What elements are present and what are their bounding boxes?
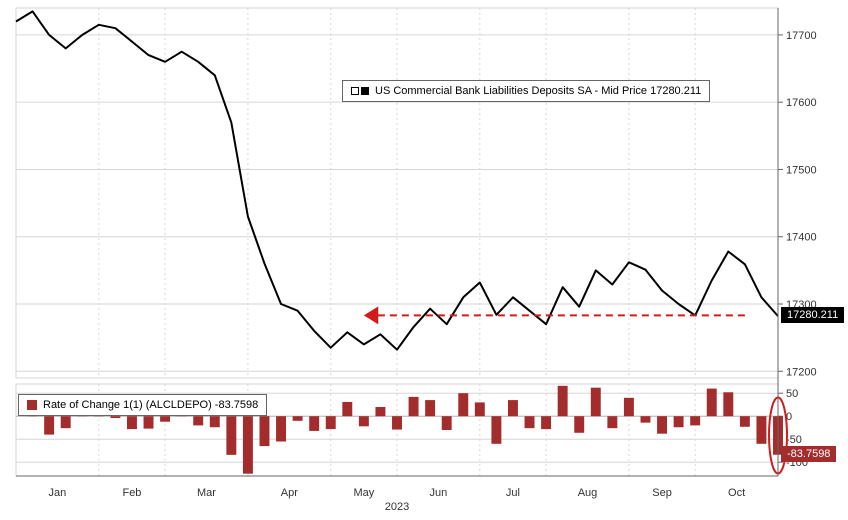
svg-text:17500: 17500 bbox=[786, 164, 817, 176]
bottom-chart-legend: Rate of Change 1(1) (ALCLDEPO) -83.7598 bbox=[18, 394, 267, 416]
svg-text:Aug: Aug bbox=[578, 487, 598, 499]
bottom-current-value-flag: -83.7598 bbox=[781, 446, 836, 462]
svg-text:17700: 17700 bbox=[786, 30, 817, 42]
svg-text:Mar: Mar bbox=[197, 487, 216, 499]
top-current-value-flag: 17280.211 bbox=[781, 307, 844, 323]
svg-text:17400: 17400 bbox=[786, 232, 817, 244]
svg-text:Apr: Apr bbox=[281, 487, 298, 499]
svg-text:17200: 17200 bbox=[786, 366, 817, 378]
svg-text:17600: 17600 bbox=[786, 97, 817, 109]
svg-text:Feb: Feb bbox=[122, 487, 141, 499]
chart-root: 172001730017400175001760017700-100-50050… bbox=[0, 0, 848, 520]
svg-text:May: May bbox=[353, 487, 374, 499]
top-chart-legend: US Commercial Bank Liabilities Deposits … bbox=[342, 80, 710, 102]
svg-text:Jul: Jul bbox=[506, 487, 520, 499]
svg-text:50: 50 bbox=[786, 388, 798, 400]
svg-text:Oct: Oct bbox=[728, 487, 745, 499]
bar-swatch-icon bbox=[27, 400, 37, 410]
svg-text:-50: -50 bbox=[786, 434, 802, 446]
svg-text:Jun: Jun bbox=[430, 487, 448, 499]
svg-text:Jan: Jan bbox=[49, 487, 67, 499]
line-swatch-icon bbox=[351, 87, 369, 95]
svg-text:2023: 2023 bbox=[385, 501, 409, 513]
svg-text:Sep: Sep bbox=[652, 487, 672, 499]
top-legend-text: US Commercial Bank Liabilities Deposits … bbox=[375, 85, 701, 97]
bottom-legend-text: Rate of Change 1(1) (ALCLDEPO) -83.7598 bbox=[43, 399, 258, 411]
chart-svg: 172001730017400175001760017700-100-50050… bbox=[0, 0, 848, 520]
